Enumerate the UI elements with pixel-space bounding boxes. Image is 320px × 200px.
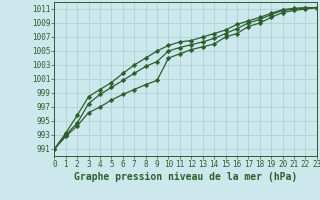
- X-axis label: Graphe pression niveau de la mer (hPa): Graphe pression niveau de la mer (hPa): [74, 172, 297, 182]
